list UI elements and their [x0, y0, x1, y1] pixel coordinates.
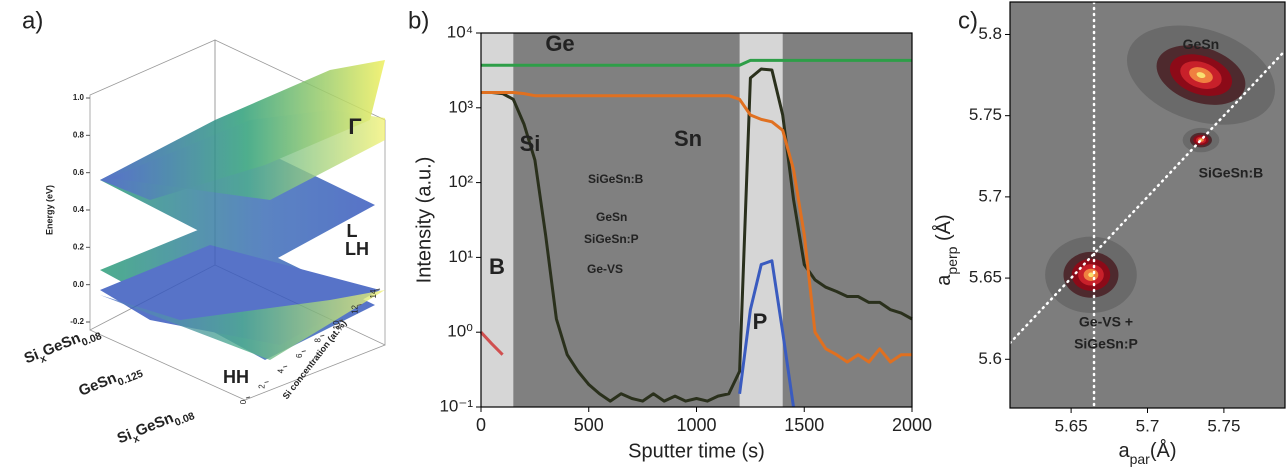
- panel-label: b): [408, 7, 429, 34]
- y-axis-label: aperp (Å): [932, 214, 959, 285]
- y-tick-label: 10⁻¹: [439, 396, 473, 415]
- peak-label: SiGeSn:B: [1199, 165, 1264, 181]
- x-axis-label-part: a: [1118, 440, 1130, 462]
- x-axis-label: apar(Å): [1118, 439, 1176, 466]
- y-tick-label: 10³: [448, 97, 473, 116]
- peak-label: GeSn: [1183, 36, 1220, 52]
- series-line: [481, 67, 913, 403]
- row-label: GeSn0.125: [76, 359, 145, 403]
- x-axis-label: Sputter time (s): [628, 440, 765, 462]
- row-label-sub: 0.125: [116, 367, 145, 388]
- y-tick-label: 6: [295, 353, 304, 358]
- y-tick-label: 14: [369, 289, 378, 298]
- z-tick-label: 0.8: [73, 130, 85, 139]
- row-label: SixGeSn0.08: [115, 402, 197, 451]
- z-tick-label: 0.4: [73, 205, 85, 214]
- y-tick: [338, 319, 343, 322]
- y-tick-label: 10¹: [448, 247, 473, 266]
- band-label: Γ: [348, 114, 361, 139]
- inset-label: SiGeSn:P: [584, 232, 639, 246]
- row-label-part: GeSn: [133, 409, 176, 439]
- y-tick: [245, 396, 251, 399]
- peak-label: Ge-VS +: [1079, 314, 1133, 330]
- y-axis-label-sub: perp: [944, 246, 960, 274]
- inset-label: Ge-VS: [587, 262, 623, 276]
- y-tick-label: 10²: [448, 172, 473, 191]
- series-label: Ge: [545, 31, 574, 56]
- series-line: [738, 259, 795, 408]
- y-tick: [357, 303, 362, 306]
- y-tick-label: 5.75: [969, 105, 1002, 124]
- relaxation-line: [1008, 49, 1287, 345]
- z-tick-label: 0.6: [73, 168, 85, 177]
- panel-a-surfaces: [100, 60, 385, 360]
- row-label-part: GeSn: [76, 369, 119, 399]
- x-tick-label: 1500: [784, 415, 824, 435]
- series-label: Si: [520, 131, 541, 156]
- y-tick-label: 12: [351, 304, 360, 313]
- y-axis-label: Intensity (a.u.): [413, 157, 435, 284]
- y-tick-label: 5.8: [978, 24, 1002, 43]
- x-tick-label: 5.7: [1136, 416, 1160, 435]
- z-axis-label: Energy (eV): [44, 185, 54, 235]
- y-axis-label-part: a: [933, 274, 955, 286]
- inset-label: GeSn: [596, 210, 627, 224]
- x-tick-label: 1000: [676, 415, 716, 435]
- panel-label: c): [958, 7, 978, 34]
- x-axis-label-part: (Å): [1150, 439, 1177, 462]
- y-tick-label: 10: [332, 320, 341, 329]
- z-tick-label: 0.0: [73, 280, 85, 289]
- y-tick: [375, 288, 381, 291]
- contour-level: [1196, 72, 1206, 79]
- z-tick-label: 0.2: [73, 242, 85, 251]
- series-line: [481, 91, 912, 364]
- inset-label: SiGeSn:B: [588, 172, 644, 186]
- y-tick: [301, 350, 306, 353]
- y-tick: [264, 381, 269, 384]
- z-tick-label: 1.0: [73, 93, 85, 102]
- row-label-part: Si: [115, 426, 135, 447]
- y-tick-label: 10⁴: [447, 22, 473, 41]
- series-line: [481, 58, 912, 67]
- z-tick-label: -0.2: [70, 317, 84, 326]
- series-label: B: [489, 254, 505, 279]
- y-tick-label: 5.6: [978, 349, 1002, 368]
- y-tick: [283, 365, 288, 368]
- x-axis-label-sub: par: [1130, 451, 1151, 467]
- x-tick-label: 0: [476, 415, 486, 435]
- y-tick-label: 0: [239, 399, 248, 404]
- row-label-part: GeSn: [40, 329, 83, 359]
- x-tick-label: 2000: [892, 415, 932, 435]
- band-label: LH: [345, 239, 369, 259]
- x-tick-label: 5.65: [1055, 416, 1088, 435]
- y-axis-label-part: (Å): [932, 214, 955, 246]
- plot-background: [481, 33, 912, 407]
- x-tick-label: 500: [574, 415, 604, 435]
- contour-level: [1088, 272, 1094, 278]
- y-tick-label: 8: [313, 338, 322, 343]
- series-label: P: [753, 309, 768, 334]
- row-label-part: Si: [22, 346, 42, 367]
- x-tick-label: 5.75: [1207, 416, 1240, 435]
- series-line: [479, 331, 504, 356]
- y-tick-label: 5.7: [978, 186, 1002, 205]
- y-tick-label: 5.65: [969, 268, 1002, 287]
- y-tick: [320, 334, 325, 337]
- panel-label: a): [22, 7, 43, 34]
- row-label-sub: x: [131, 432, 141, 445]
- y-tick-label: 2: [258, 384, 267, 389]
- row-label-sub: 0.08: [80, 330, 104, 349]
- peak-label: SiGeSn:P: [1074, 336, 1138, 352]
- band-label: L: [347, 221, 358, 241]
- band-label: HH: [223, 367, 249, 387]
- series-label: Sn: [674, 126, 702, 151]
- y-tick-label: 4: [276, 368, 285, 373]
- row-label-sub: 0.08: [173, 410, 197, 429]
- row-label-sub: x: [38, 352, 48, 365]
- y-tick-label: 10⁰: [447, 322, 473, 341]
